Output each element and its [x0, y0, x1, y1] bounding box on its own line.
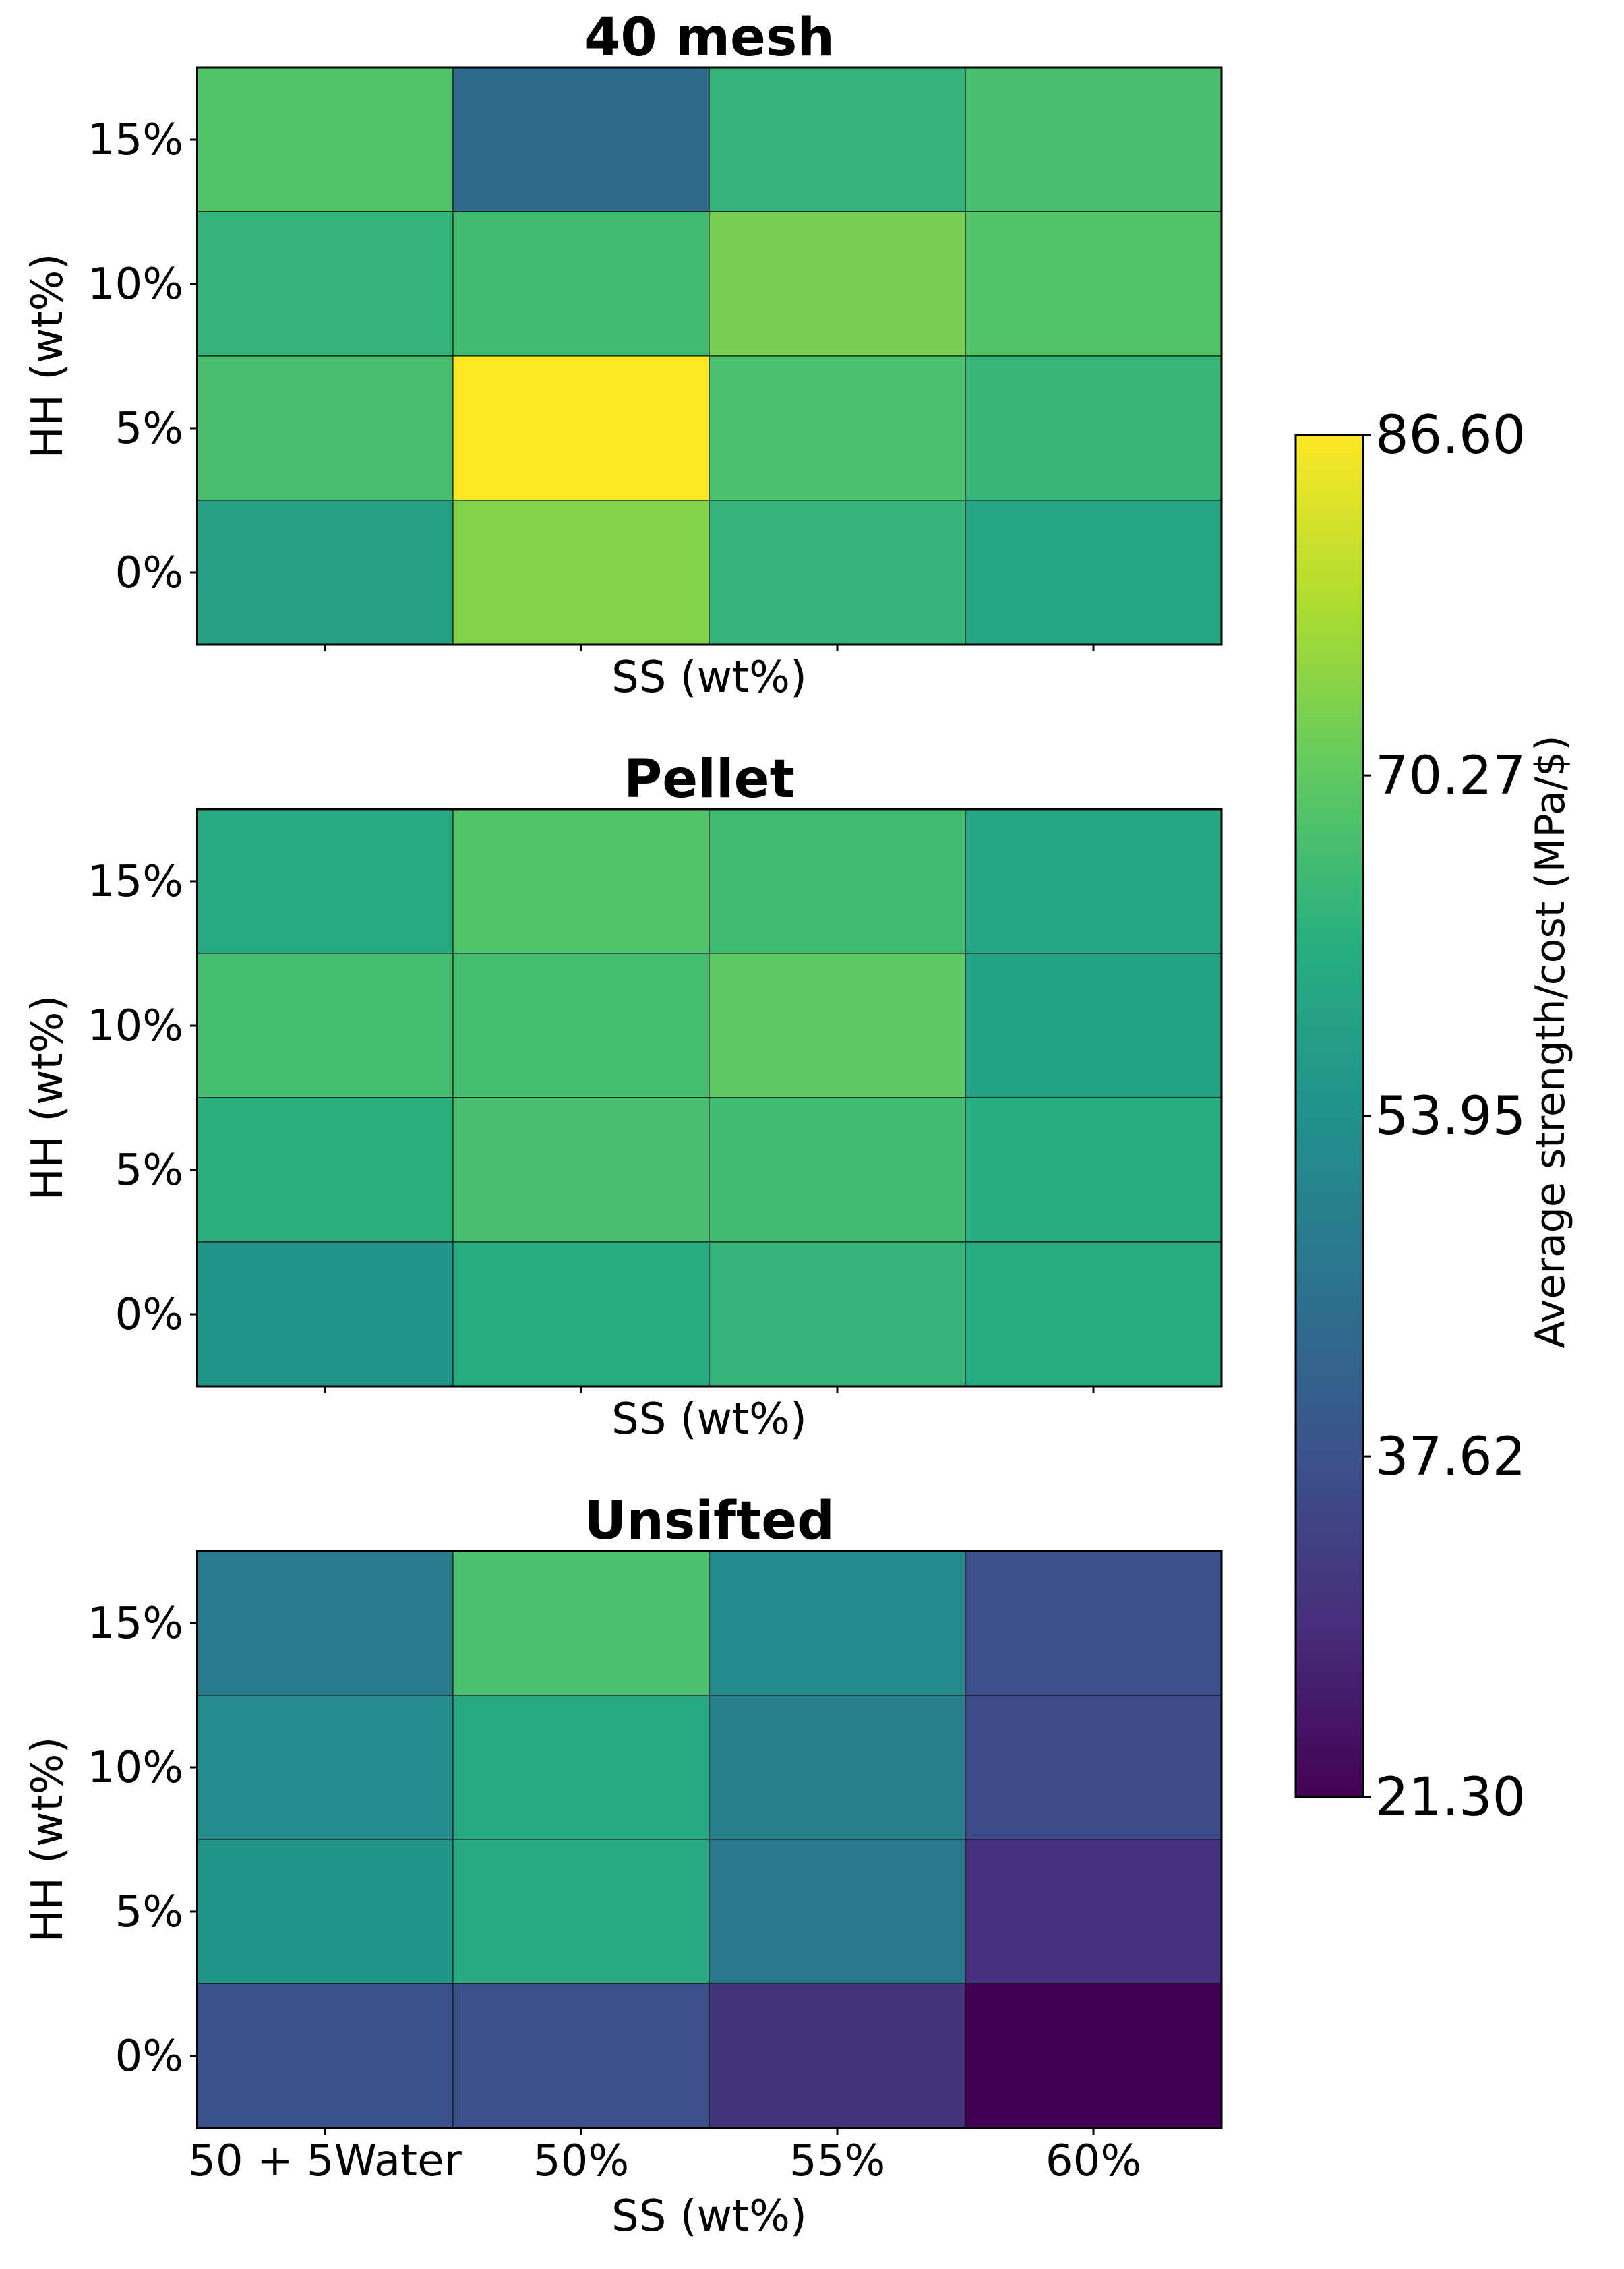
- panel-0-cell-r0-c2: [709, 67, 966, 212]
- panel-1-cell-r1-c1: [452, 953, 710, 1098]
- panel-0-ytick-label-1: 10%: [88, 260, 183, 310]
- panel-2-cell-r2-c3: [965, 1839, 1222, 1984]
- panel-1-cell-r2-c3: [965, 1097, 1222, 1243]
- colorbar-tick-label-4: 86.60: [1375, 405, 1526, 466]
- panel-2-cell-r2-c2: [709, 1839, 966, 1984]
- panel-2-cell-r3-c0: [196, 1983, 454, 2129]
- panel-1: Pellet 15% 10% 5% 0% SS (wt%) HH (wt%): [23, 749, 1223, 1444]
- panel-0-cell-r3-c3: [965, 500, 1222, 645]
- panel-1-cell-r0-c0: [196, 808, 454, 954]
- panel-0-title: 40 mesh: [584, 7, 835, 68]
- panel-1-cell-r3-c0: [196, 1241, 454, 1387]
- panel-0-cell-r0-c0: [196, 67, 454, 212]
- panel-1-cell-r2-c0: [196, 1097, 454, 1243]
- panel-0-cell-r0-c1: [452, 67, 710, 212]
- colorbar-bar: [1294, 434, 1364, 1798]
- panel-1-ytick-label-2: 5%: [115, 1146, 183, 1196]
- panel-1-xlabel: SS (wt%): [611, 1394, 807, 1444]
- panel-2-xtick-label-1: 50%: [533, 2136, 629, 2186]
- panel-2-xtick-label-2: 55%: [789, 2136, 885, 2186]
- heatmap-panels: 40 mesh 15% 10% 5% 0% SS (wt%) HH (wt%) Pellet 1…: [23, 7, 1223, 2241]
- colorbar-label: Average strength/cost (MPa/$): [1527, 735, 1574, 1348]
- panel-2-cell-r3-c2: [709, 1983, 966, 2129]
- panel-2-cell-r1-c3: [965, 1695, 1222, 1840]
- panel-0-cell-r1-c0: [196, 211, 454, 357]
- panel-0-cell-r0-c3: [965, 67, 1222, 212]
- panel-2-cell-r1-c0: [196, 1695, 454, 1840]
- panel-0-cell-r1-c1: [452, 211, 710, 357]
- panel-2-xtick-label-0: 50 + 5Water: [188, 2136, 462, 2186]
- colorbar-tick-label-1: 37.62: [1375, 1427, 1526, 1487]
- panel-2-cell-r0-c2: [709, 1550, 966, 1696]
- panel-2: Unsifted 15% 10% 5% 0% 50 + 5Water 50% 55% 60% SS…: [23, 1491, 1223, 2241]
- panel-2-cell-r2-c1: [452, 1839, 710, 1984]
- panel-2-frame: [196, 1550, 1223, 2129]
- panel-1-cell-r2-c2: [709, 1097, 966, 1243]
- panel-0-cell-r2-c3: [965, 355, 1222, 501]
- panel-1-cell-r0-c1: [452, 808, 710, 954]
- panel-1-cell-r2-c1: [452, 1097, 710, 1243]
- panel-0-cell-r3-c2: [709, 500, 966, 645]
- panel-2-cell-r3-c3: [965, 1983, 1222, 2129]
- panel-0-cell-r2-c2: [709, 355, 966, 501]
- panel-1-cell-r3-c2: [709, 1241, 966, 1387]
- panel-2-cell-r0-c1: [452, 1550, 710, 1696]
- panel-0-ylabel: HH (wt%): [23, 254, 73, 459]
- panel-0-cell-r3-c0: [196, 500, 454, 645]
- panel-2-cell-r3-c1: [452, 1983, 710, 2129]
- panel-1-cell-r1-c0: [196, 953, 454, 1098]
- panel-1-cell-r0-c3: [965, 808, 1222, 954]
- panel-2-ytick-label-1: 10%: [88, 1743, 183, 1793]
- panel-2-xlabel: SS (wt%): [611, 2191, 807, 2241]
- panel-2-ytick-label-3: 0%: [115, 2032, 183, 2082]
- panel-0-cell-r2-c0: [196, 355, 454, 501]
- panel-0-cell-r3-c1: [452, 500, 710, 645]
- panel-2-cell-r1-c1: [452, 1695, 710, 1840]
- panel-1-frame: [196, 808, 1223, 1388]
- colorbar: 21.30 37.62 53.95 70.27 86.60 Average strengt…: [1294, 405, 1574, 1828]
- panel-2-ylabel: HH (wt%): [23, 1737, 73, 1943]
- panel-1-ytick-label-1: 10%: [88, 1001, 183, 1051]
- panel-2-xtick-label-3: 60%: [1046, 2136, 1141, 2186]
- panel-0-ytick-label-3: 0%: [115, 548, 183, 598]
- panel-1-title: Pellet: [624, 749, 795, 810]
- panel-1-ytick-label-3: 0%: [115, 1290, 183, 1340]
- panel-1-ylabel: HH (wt%): [23, 995, 73, 1201]
- panel-2-cell-r0-c3: [965, 1550, 1222, 1696]
- colorbar-tick-label-3: 70.27: [1375, 746, 1526, 806]
- panel-2-ytick-label-2: 5%: [115, 1887, 183, 1937]
- panel-0-cell-r2-c1: [452, 355, 710, 501]
- panel-0-cell-r1-c3: [965, 211, 1222, 357]
- panel-0-frame: [196, 66, 1223, 646]
- panel-0: 40 mesh 15% 10% 5% 0% SS (wt%) HH (wt%): [23, 7, 1223, 703]
- panel-0-cell-r1-c2: [709, 211, 966, 357]
- panel-0-xlabel: SS (wt%): [611, 653, 807, 703]
- panel-1-cell-r3-c1: [452, 1241, 710, 1387]
- panel-1-cell-r3-c3: [965, 1241, 1222, 1387]
- colorbar-tick-label-2: 53.95: [1375, 1086, 1526, 1147]
- panel-0-ytick-label-2: 5%: [115, 404, 183, 454]
- panel-2-cell-r2-c0: [196, 1839, 454, 1984]
- panel-1-cell-r1-c2: [709, 953, 966, 1098]
- panel-1-cell-r1-c3: [965, 953, 1222, 1098]
- panel-2-cell-r1-c2: [709, 1695, 966, 1840]
- panel-1-cell-r0-c2: [709, 808, 966, 954]
- panel-2-cell-r0-c0: [196, 1550, 454, 1696]
- panel-2-title: Unsifted: [584, 1491, 835, 1552]
- panel-1-ytick-label-0: 15%: [88, 857, 183, 907]
- panel-0-ytick-label-0: 15%: [88, 115, 183, 165]
- colorbar-tick-label-0: 21.30: [1375, 1767, 1526, 1828]
- panel-2-ytick-label-0: 15%: [88, 1599, 183, 1649]
